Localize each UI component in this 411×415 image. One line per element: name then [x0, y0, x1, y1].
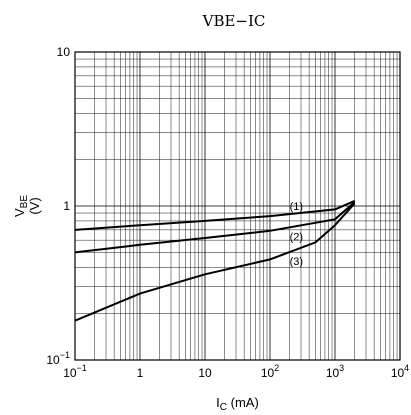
axis-labels: IC (mA) VBE(V)	[12, 195, 259, 413]
series-label-2: (2)	[290, 231, 303, 243]
series-label-3: (3)	[290, 256, 303, 268]
svg-text:VBE: VBE	[12, 195, 30, 217]
svg-text:(V): (V)	[27, 197, 42, 214]
y-axis-label: VBE(V)	[12, 195, 42, 217]
series-line-1	[74, 199, 355, 231]
x-tick-label: 103	[326, 363, 344, 380]
curves: (1) (2) (3)	[74, 199, 356, 322]
x-tick-label: 10−1	[63, 363, 87, 380]
y-tick-label: 10−1	[46, 350, 70, 367]
x-axis-label: IC (mA)	[216, 395, 259, 413]
series-line-3	[74, 202, 356, 322]
series-label-1: (1)	[290, 201, 303, 213]
grid	[75, 52, 400, 360]
series-line-2	[74, 201, 356, 254]
x-tick-label: 102	[261, 363, 279, 380]
x-tick-label: 10	[198, 366, 212, 380]
tick-labels: 10−1 1 10 102 103 104 10−1 1 10	[46, 45, 409, 380]
plot-frame	[74, 51, 401, 361]
y-tick-label: 10	[57, 45, 71, 59]
x-tick-label: 104	[391, 363, 409, 380]
chart-title: VBE−IC	[202, 12, 266, 30]
y-tick-label: 1	[63, 199, 70, 213]
x-tick-label: 1	[137, 366, 144, 380]
